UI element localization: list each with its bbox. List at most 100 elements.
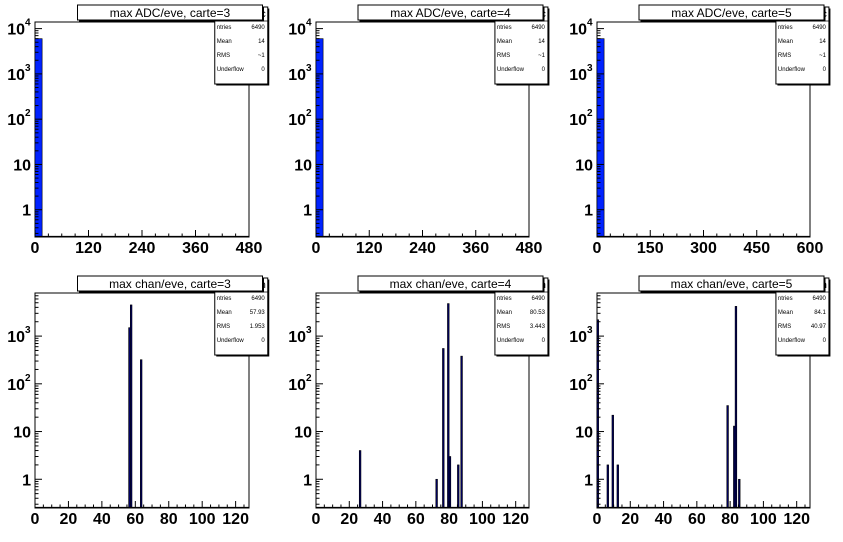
y-tick-label: 10	[7, 67, 25, 84]
y-tick-label: 10	[569, 377, 587, 394]
x-tick-label: 80	[440, 511, 458, 528]
stats-label: Mean	[778, 39, 793, 45]
stats-value: 80.53	[530, 310, 546, 316]
chart-title: max ADC/eve, carte=5	[671, 6, 792, 20]
histogram-bar	[460, 355, 463, 509]
x-tick-label: 80	[160, 511, 178, 528]
stats-label: RMS	[778, 53, 791, 59]
x-tick-label: 300	[690, 240, 717, 257]
stats-value: 0	[542, 338, 546, 344]
stats-label: Underflow	[217, 67, 245, 73]
histogram-bar	[34, 38, 43, 238]
histogram-panel-5: 020406080100120110102103Channtries6490Me…	[288, 275, 550, 528]
x-tick-label: 480	[516, 240, 543, 257]
y-tick-exponent: 4	[25, 18, 31, 29]
x-tick-label: 150	[637, 240, 664, 257]
title-box	[357, 4, 544, 21]
chart-title: max chan/eve, carte=5	[671, 277, 793, 291]
y-tick-label: 10	[569, 22, 587, 39]
histogram-panel-6: 020406080100120110102103Channtries6490Me…	[569, 275, 831, 528]
y-tick-label: 10	[294, 157, 312, 174]
y-tick-exponent: 3	[587, 63, 593, 74]
y-tick-exponent: 2	[25, 108, 31, 119]
stats-label: ntries	[217, 296, 232, 302]
stats-label: ntries	[778, 25, 793, 31]
histogram-bar	[315, 38, 324, 238]
stats-value: 84.1	[814, 310, 826, 316]
histogram-bar	[738, 478, 741, 509]
x-tick-label: 20	[621, 511, 639, 528]
chart-title: max chan/eve, carte=3	[109, 277, 231, 291]
x-tick-label: 0	[31, 511, 40, 528]
histogram-bar	[457, 464, 460, 509]
stats-label: ntries	[217, 25, 232, 31]
x-tick-label: 100	[469, 511, 496, 528]
stats-label: Underflow	[497, 338, 525, 344]
stats-label: ntries	[778, 296, 793, 302]
stats-value: 40.97	[811, 324, 827, 330]
stats-label: Mean	[497, 310, 512, 316]
stats-value: 6490	[813, 25, 827, 31]
y-tick-label: 10	[7, 329, 25, 346]
x-tick-label: 60	[126, 511, 144, 528]
stats-value: 3.443	[530, 324, 546, 330]
stats-value: 0	[261, 67, 265, 73]
histogram-bar	[442, 348, 445, 509]
y-tick-exponent: 3	[306, 325, 312, 336]
stats-label: Underflow	[778, 338, 806, 344]
stats-value: 6490	[532, 25, 546, 31]
x-tick-label: 20	[60, 511, 78, 528]
y-tick-label: 1	[303, 472, 312, 489]
x-tick-label: 600	[797, 240, 824, 257]
histogram-bar	[596, 38, 605, 238]
histogram-bar	[726, 405, 729, 509]
x-tick-label: 40	[374, 511, 392, 528]
y-tick-label: 10	[569, 67, 587, 84]
y-tick-label: 1	[22, 203, 31, 220]
stats-label: ntries	[497, 296, 512, 302]
x-tick-label: 120	[356, 240, 383, 257]
y-tick-exponent: 3	[587, 325, 593, 336]
y-tick-label: 10	[288, 67, 306, 84]
stats-label: RMS	[217, 324, 230, 330]
stats-label: Underflow	[217, 338, 245, 344]
stats-label: Mean	[778, 310, 793, 316]
x-tick-label: 40	[655, 511, 673, 528]
x-tick-label: 0	[593, 240, 602, 257]
x-tick-label: 240	[409, 240, 436, 257]
stats-label: RMS	[497, 53, 510, 59]
histogram-panel-1: 0120240360480110102103104Adcntries6490Me…	[7, 4, 270, 257]
title-box	[77, 275, 263, 292]
y-tick-exponent: 3	[25, 325, 31, 336]
chart-title: max ADC/eve, carte=3	[110, 6, 231, 20]
chart-title: max chan/eve, carte=4	[390, 277, 512, 291]
stats-label: ntries	[497, 25, 512, 31]
stats-label: Mean	[217, 39, 232, 45]
stats-value: 14	[258, 39, 265, 45]
y-tick-exponent: 2	[25, 373, 31, 384]
y-tick-label: 1	[584, 203, 593, 220]
title-box	[638, 4, 825, 21]
stats-value: ~1	[538, 53, 546, 59]
histogram-bar	[435, 478, 438, 509]
y-tick-label: 1	[22, 472, 31, 489]
histogram-panel-3: 0150300450600110102103104Adcntries6490Me…	[569, 4, 831, 257]
histogram-bar	[448, 456, 452, 509]
x-tick-label: 120	[502, 511, 529, 528]
y-tick-label: 10	[13, 157, 31, 174]
x-tick-label: 120	[75, 240, 102, 257]
stats-value: 6490	[251, 296, 265, 302]
stats-value: 0	[542, 67, 546, 73]
x-tick-label: 80	[721, 511, 739, 528]
title-box	[77, 4, 263, 21]
title-box	[357, 275, 544, 292]
stats-label: RMS	[778, 324, 791, 330]
title-box	[638, 275, 825, 292]
histogram-panel-2: 0120240360480110102103104Adcntries6490Me…	[288, 4, 550, 257]
y-tick-label: 1	[303, 203, 312, 220]
y-tick-label: 10	[288, 112, 306, 129]
stats-label: RMS	[217, 53, 230, 59]
x-tick-label: 20	[340, 511, 358, 528]
histogram-bar	[129, 304, 133, 509]
